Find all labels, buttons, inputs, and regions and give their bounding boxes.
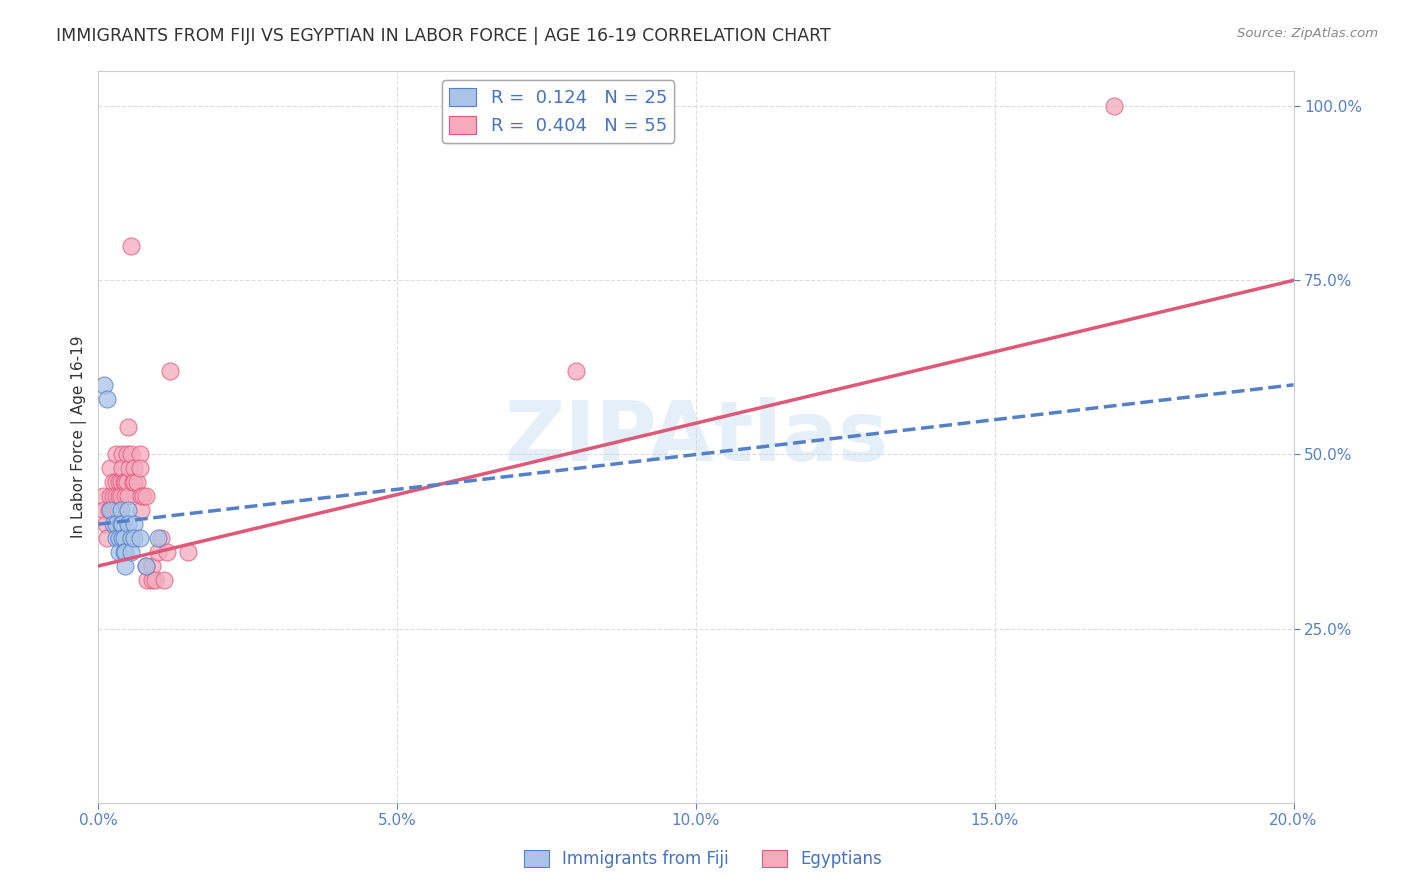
Point: [159, 364, 181, 378]
Point: [108, 475, 131, 490]
Point: [105, 475, 128, 490]
Point: [100, 503, 122, 517]
Point: [112, 545, 135, 559]
Point: [110, 489, 132, 503]
Point: [141, 558, 163, 573]
Point: [156, 545, 179, 559]
Point: [114, 558, 136, 573]
Point: [111, 448, 134, 462]
Point: [105, 489, 128, 503]
Legend: R =  0.124   N = 25, R =  0.404   N = 55: R = 0.124 N = 25, R = 0.404 N = 55: [441, 80, 675, 143]
Point: [108, 531, 131, 545]
Text: IMMIGRANTS FROM FIJI VS EGYPTIAN IN LABOR FORCE | AGE 16-19 CORRELATION CHART: IMMIGRANTS FROM FIJI VS EGYPTIAN IN LABO…: [56, 27, 831, 45]
Point: [129, 531, 152, 545]
Point: [124, 531, 146, 545]
Point: [111, 531, 134, 545]
Point: [115, 448, 138, 462]
Point: [105, 531, 128, 545]
Point: [565, 364, 588, 378]
Point: [124, 475, 146, 490]
Point: [93, 377, 115, 392]
Point: [114, 475, 136, 490]
Point: [153, 573, 176, 587]
Point: [129, 448, 152, 462]
Point: [111, 517, 134, 532]
Text: Source: ZipAtlas.com: Source: ZipAtlas.com: [1237, 27, 1378, 40]
Point: [122, 475, 145, 490]
Point: [136, 573, 159, 587]
Point: [103, 475, 125, 490]
Point: [124, 517, 146, 532]
Point: [110, 517, 132, 532]
Y-axis label: In Labor Force | Age 16-19: In Labor Force | Age 16-19: [72, 335, 87, 539]
Point: [107, 503, 129, 517]
Point: [124, 461, 146, 475]
Point: [98, 503, 121, 517]
Point: [120, 238, 142, 252]
Point: [143, 573, 166, 587]
Point: [103, 489, 125, 503]
Point: [100, 503, 122, 517]
Point: [94, 517, 117, 532]
Point: [150, 531, 173, 545]
Point: [1104, 99, 1126, 113]
Point: [117, 517, 139, 532]
Point: [120, 448, 142, 462]
Point: [100, 461, 122, 475]
Text: ZIPAtlas: ZIPAtlas: [503, 397, 889, 477]
Point: [135, 558, 157, 573]
Point: [114, 545, 136, 559]
Point: [120, 545, 142, 559]
Point: [117, 419, 139, 434]
Point: [129, 461, 152, 475]
Point: [114, 489, 136, 503]
Point: [117, 489, 139, 503]
Point: [131, 489, 153, 503]
Point: [131, 503, 153, 517]
Point: [100, 489, 122, 503]
Point: [103, 517, 125, 532]
Point: [135, 489, 157, 503]
Point: [118, 461, 141, 475]
Point: [108, 489, 131, 503]
Point: [108, 545, 131, 559]
Point: [120, 531, 142, 545]
Point: [132, 489, 155, 503]
Point: [177, 545, 200, 559]
Legend: Immigrants from Fiji, Egyptians: Immigrants from Fiji, Egyptians: [517, 843, 889, 875]
Point: [110, 475, 132, 490]
Point: [148, 531, 170, 545]
Point: [91, 489, 114, 503]
Point: [105, 517, 128, 532]
Point: [96, 531, 118, 545]
Point: [127, 475, 149, 490]
Point: [105, 448, 128, 462]
Point: [104, 517, 127, 532]
Point: [93, 503, 115, 517]
Point: [110, 503, 132, 517]
Point: [112, 531, 135, 545]
Point: [141, 573, 163, 587]
Point: [148, 545, 170, 559]
Point: [96, 392, 118, 406]
Point: [117, 503, 139, 517]
Point: [135, 558, 157, 573]
Point: [104, 503, 127, 517]
Point: [111, 461, 134, 475]
Point: [115, 475, 138, 490]
Point: [112, 475, 135, 490]
